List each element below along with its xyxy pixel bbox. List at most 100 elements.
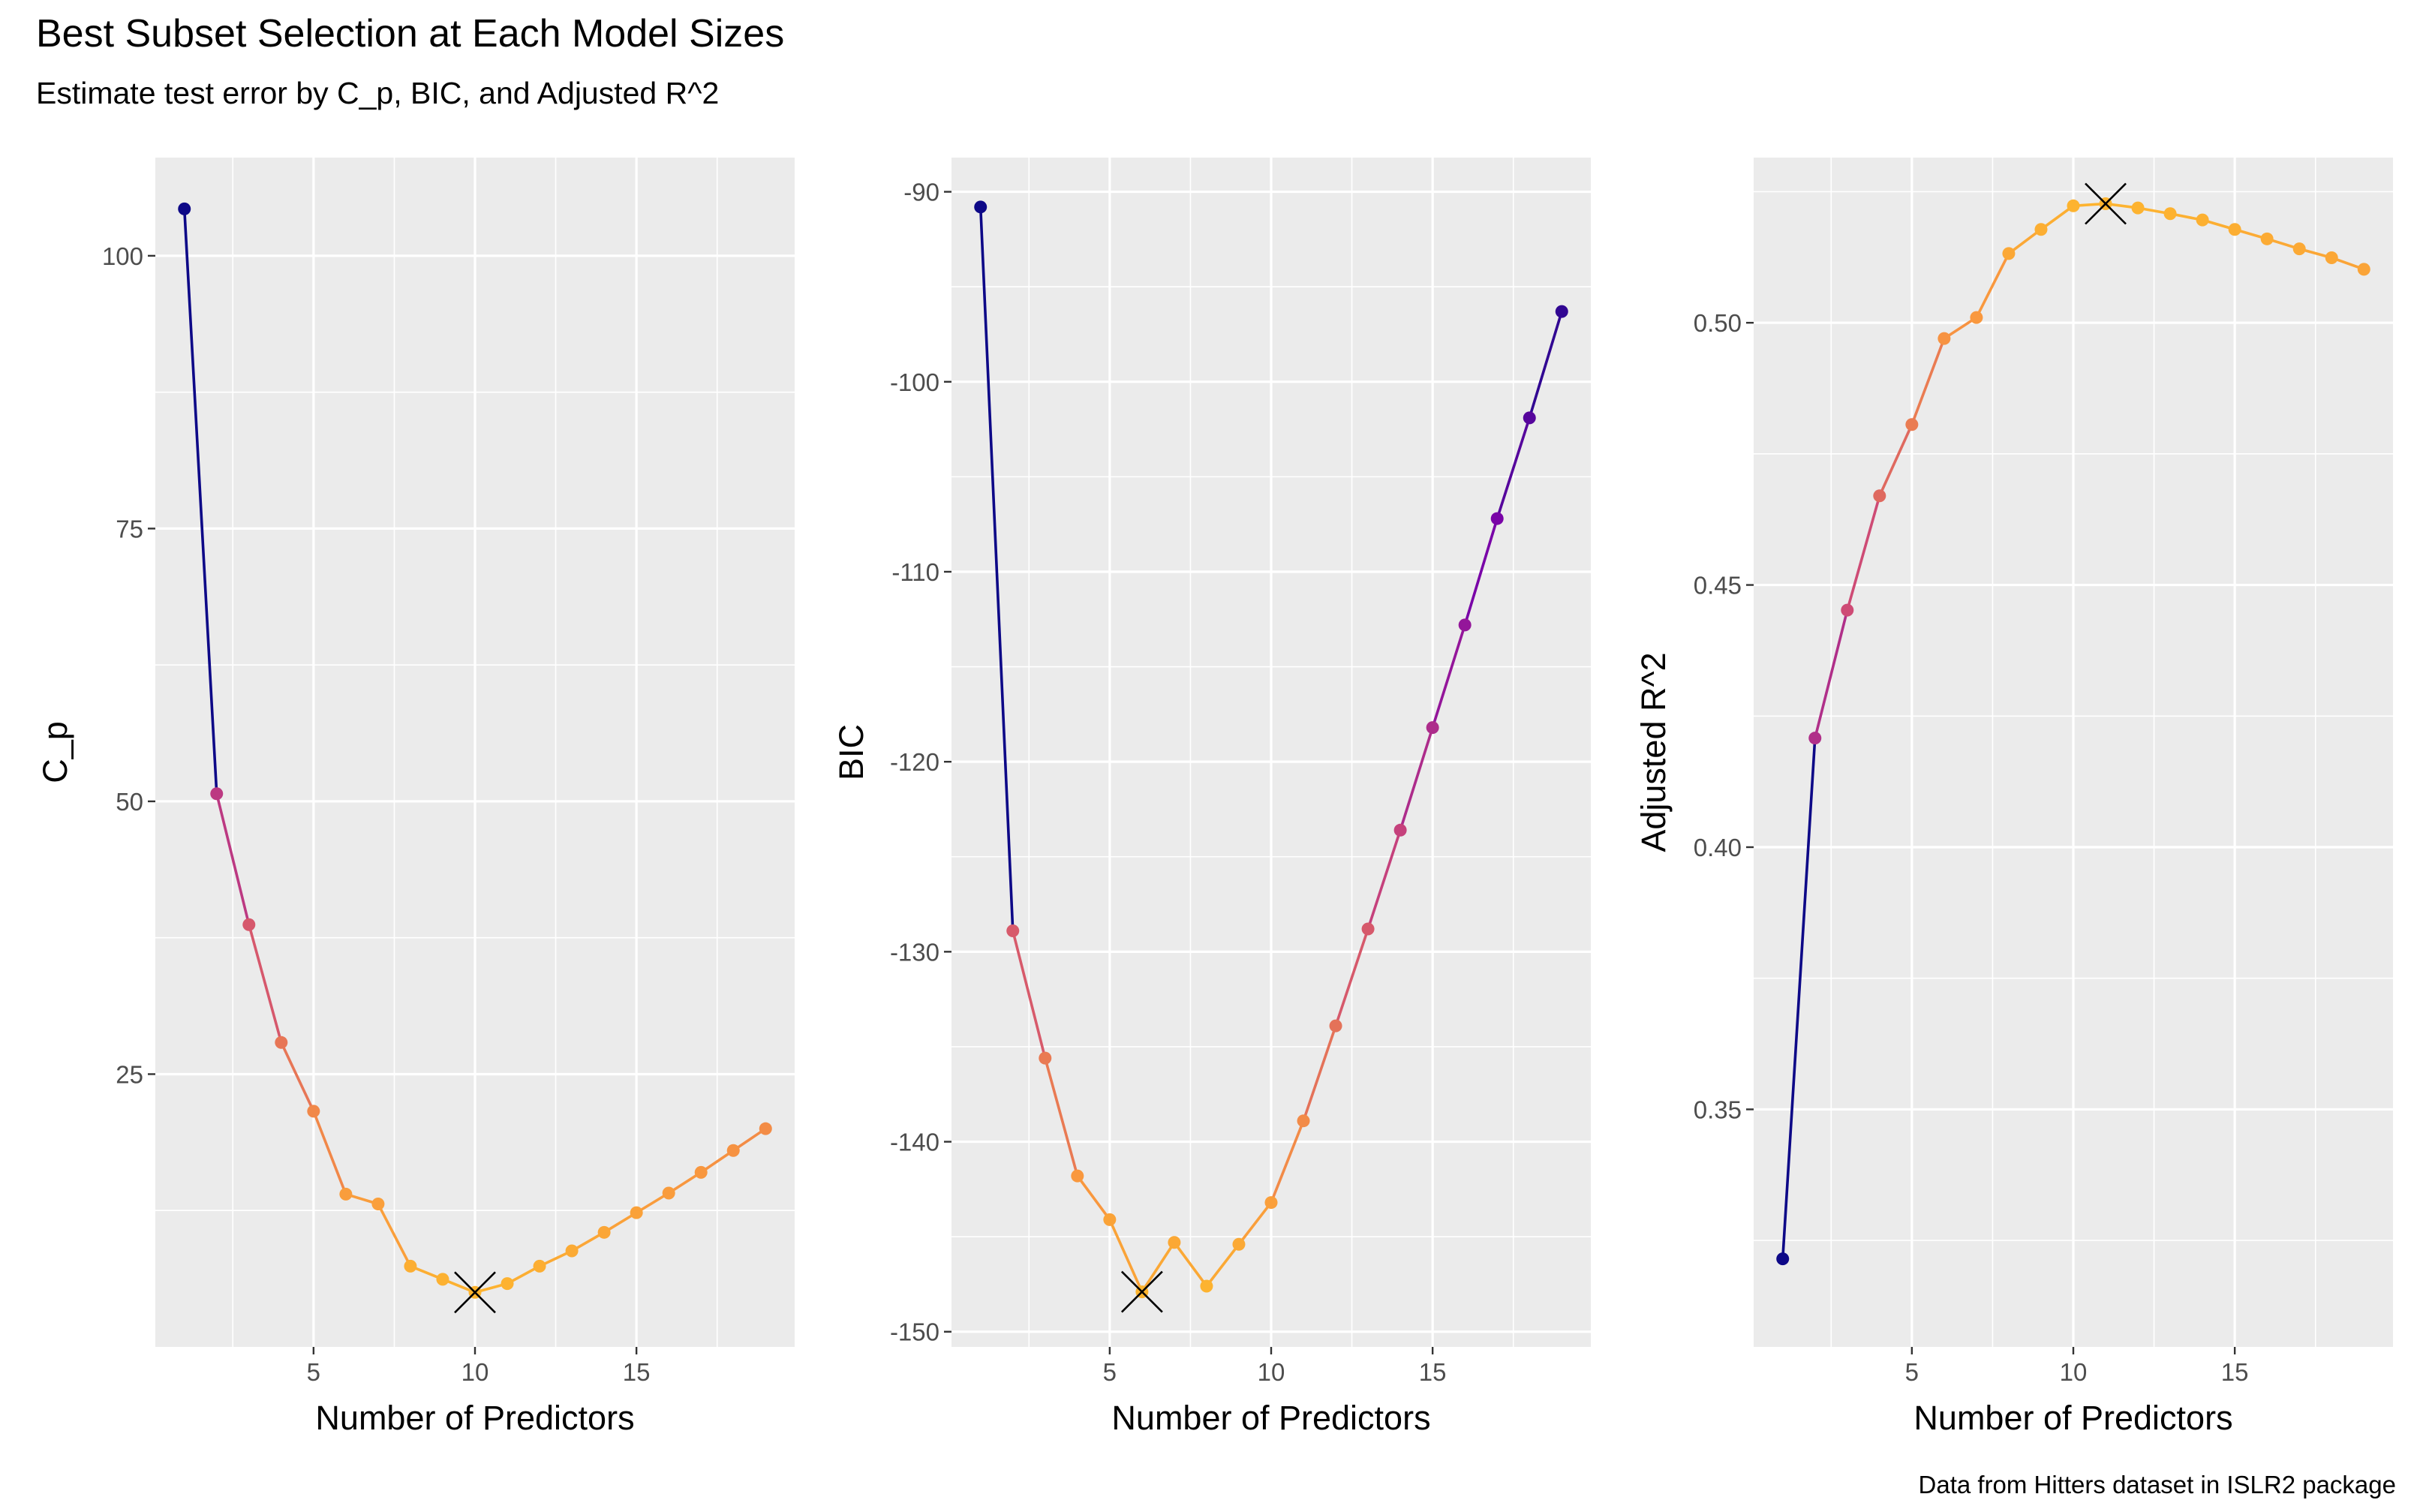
data-point — [404, 1259, 417, 1273]
data-point — [2131, 201, 2145, 215]
data-point — [1329, 1019, 1342, 1033]
y-tick-label: -110 — [891, 558, 939, 586]
series-line-segment — [1205, 1243, 1240, 1288]
series-line-segment — [2007, 227, 2043, 255]
y-tick-label: -150 — [890, 1318, 939, 1346]
series-line-segment — [1878, 422, 1913, 497]
x-tick-label: 10 — [2060, 1358, 2088, 1386]
data-point — [662, 1186, 675, 1200]
data-point — [565, 1244, 579, 1258]
y-tick-label: 100 — [102, 242, 143, 270]
data-point — [1103, 1213, 1117, 1226]
series-line-segment — [1302, 1024, 1337, 1123]
data-point — [630, 1206, 643, 1219]
data-point — [1426, 721, 1439, 735]
series-line-segment — [1496, 416, 1532, 520]
data-point — [1006, 924, 1020, 938]
data-point — [1938, 332, 1951, 345]
data-point — [1873, 489, 1886, 503]
data-point — [694, 1165, 708, 1179]
best-model-marker — [1120, 1270, 1163, 1313]
data-point — [1264, 1196, 1278, 1210]
panel-2: 5 10 15 -90 -100 -110 -120 -130 -140 -150 Number o… — [832, 158, 1591, 1437]
y-tick-label: 25 — [116, 1060, 143, 1088]
series-line-segment — [1076, 1174, 1111, 1222]
best-marker-stroke — [454, 1271, 496, 1314]
data-point — [2067, 199, 2080, 212]
series-line-segment — [377, 1202, 412, 1268]
series-line-segment — [1910, 337, 1946, 426]
y-axis-title: C_p — [36, 721, 74, 783]
y-tick-label: 0.40 — [1694, 834, 1742, 861]
series-line-segment — [1173, 1240, 1208, 1288]
series-line-segment — [1781, 736, 1817, 1261]
data-point — [1555, 305, 1568, 318]
data-point — [1071, 1169, 1084, 1183]
data-point — [1297, 1114, 1310, 1128]
series-line-segment — [1334, 927, 1369, 1027]
chart-subtitle: Estimate test error by C_p, BIC, and Adj… — [36, 76, 719, 110]
x-axis-title: Number of Predictors — [1913, 1399, 2232, 1437]
x-tick-label: 15 — [623, 1358, 651, 1386]
series-line-segment — [2040, 204, 2075, 231]
y-tick-label: 0.50 — [1694, 309, 1742, 337]
data-point — [1808, 732, 1822, 745]
data-point — [726, 1144, 740, 1157]
series-line-segment — [1011, 929, 1047, 1060]
y-tick-label: -130 — [890, 938, 939, 966]
series-line-segment — [280, 1041, 315, 1113]
data-point — [2002, 247, 2016, 260]
y-axis-title: Adjusted R^2 — [1634, 652, 1673, 852]
data-point — [307, 1105, 320, 1118]
chart-caption: Data from Hitters dataset in ISLR2 packa… — [1919, 1471, 2396, 1498]
y-tick-label: 0.45 — [1694, 572, 1742, 600]
x-axis-title: Number of Predictors — [1111, 1399, 1430, 1437]
y-tick-label: 0.35 — [1694, 1096, 1742, 1123]
data-point — [1841, 603, 1854, 617]
data-point — [533, 1259, 546, 1273]
series-line-segment — [1270, 1119, 1305, 1204]
data-point — [1168, 1236, 1181, 1249]
series-line-segment — [215, 792, 251, 927]
data-point — [2228, 223, 2241, 236]
series-line-segment — [182, 207, 218, 795]
y-tick-label: -140 — [890, 1129, 939, 1156]
data-point — [1200, 1279, 1213, 1293]
data-point — [2034, 223, 2048, 236]
series-line-segment — [1237, 1201, 1273, 1246]
data-point — [974, 200, 988, 214]
data-point — [597, 1225, 611, 1239]
x-tick-label: 10 — [461, 1358, 489, 1386]
y-axis-title: BIC — [832, 724, 870, 780]
series-line-segment — [1108, 1218, 1144, 1294]
series-line-segment — [247, 923, 283, 1045]
series-line-segment — [1141, 1240, 1176, 1294]
panels: 5 10 15 25 50 75 100 Number of Predictors C_p 5 10… — [36, 158, 2393, 1437]
data-point — [1458, 618, 1472, 632]
data-point — [2163, 207, 2177, 221]
x-tick-label: 5 — [307, 1358, 320, 1386]
y-tick-label: -100 — [890, 368, 939, 396]
series-line-segment — [1366, 828, 1402, 930]
data-point — [1393, 823, 1407, 837]
series-line-segment — [1975, 252, 2010, 319]
data-point — [1039, 1051, 1052, 1065]
series-line-segment — [1431, 624, 1466, 729]
series-line-segment — [1043, 1057, 1079, 1177]
data-point — [1361, 922, 1375, 936]
x-tick-label: 15 — [1419, 1358, 1447, 1386]
data-point — [371, 1198, 385, 1211]
data-point — [759, 1122, 772, 1135]
data-point — [339, 1187, 353, 1201]
data-point — [1232, 1237, 1246, 1251]
x-tick-label: 5 — [1103, 1358, 1117, 1386]
series-line-segment — [312, 1110, 347, 1196]
series-line-segment — [1399, 726, 1434, 832]
data-point — [2260, 232, 2274, 245]
series-line-segment — [1528, 310, 1564, 419]
series-line-segment — [1463, 517, 1499, 627]
series-line-segment — [732, 1127, 768, 1153]
series-line-segment — [1845, 494, 1881, 612]
data-point — [1905, 418, 1919, 431]
data-point — [2292, 242, 2306, 256]
